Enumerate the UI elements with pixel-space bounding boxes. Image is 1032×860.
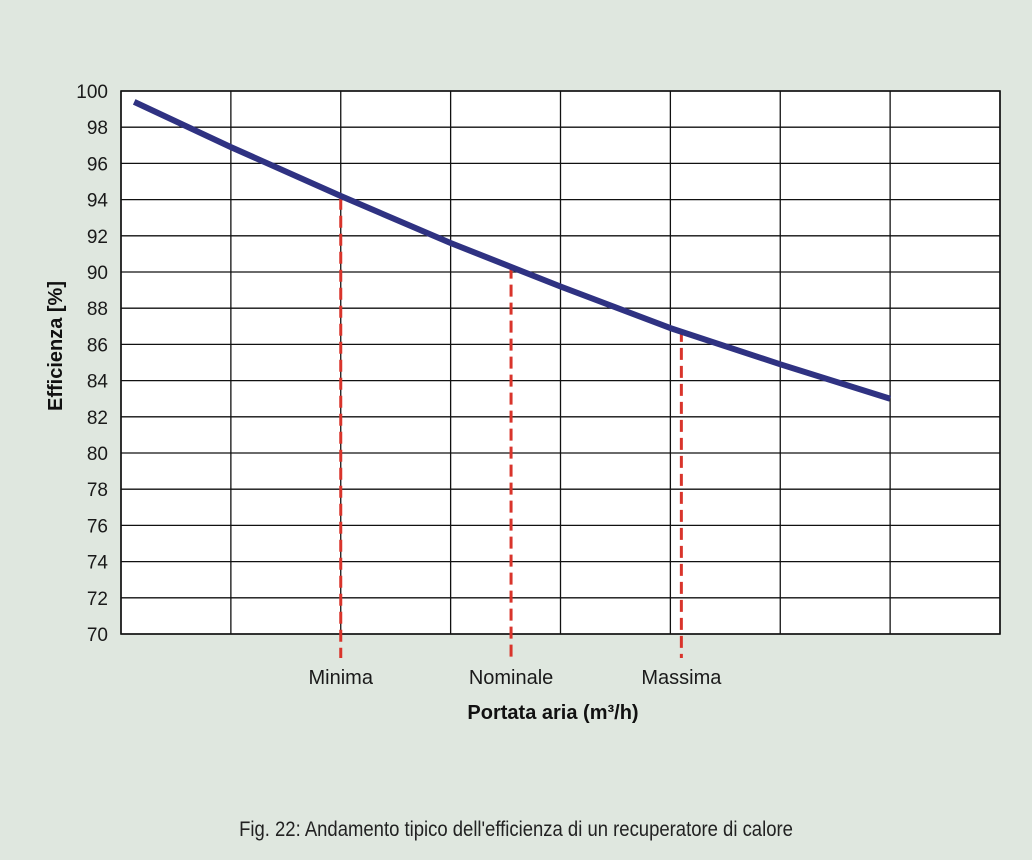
y-tick-label-5: 80 — [87, 444, 108, 465]
marker-label-massima: Massima — [641, 667, 722, 689]
marker-label-nominale: Nominale — [469, 667, 553, 689]
y-tick-label-4: 78 — [87, 480, 108, 501]
y-tick-label-3: 76 — [87, 516, 108, 537]
y-axis-title: Efficienza [%] — [45, 281, 67, 411]
y-tick-labels: 70 72 74 76 78 80 82 84 86 88 90 92 94 96 98 100 — [76, 82, 108, 646]
plot-grid — [120, 90, 1001, 635]
y-tick-label-6: 82 — [87, 408, 108, 429]
y-tick-label-14: 98 — [87, 118, 108, 139]
y-tick-label-12: 94 — [87, 191, 109, 212]
efficiency-line — [132, 99, 891, 402]
y-tick-label-7: 84 — [87, 372, 109, 393]
y-tick-label-13: 96 — [87, 154, 108, 175]
x-category-labels: Minima Nominale Massima — [309, 667, 723, 689]
y-tick-label-15: 100 — [76, 82, 108, 103]
y-tick-label-9: 88 — [87, 299, 108, 320]
marker-label-minima: Minima — [309, 667, 374, 689]
efficiency-series — [132, 99, 891, 402]
y-tick-label-11: 92 — [87, 227, 108, 248]
y-tick-label-8: 86 — [87, 335, 108, 356]
marker-lines — [339, 197, 683, 658]
plot-frame — [120, 90, 1001, 635]
y-tick-label-0: 70 — [87, 625, 108, 646]
figure-caption: Fig. 22: Andamento tipico dell'efficienz… — [239, 818, 793, 841]
y-tick-label-2: 74 — [87, 553, 109, 574]
x-axis-title: Portata aria (m³/h) — [467, 702, 638, 724]
y-tick-label-1: 72 — [87, 589, 108, 610]
y-tick-label-10: 90 — [87, 263, 108, 284]
